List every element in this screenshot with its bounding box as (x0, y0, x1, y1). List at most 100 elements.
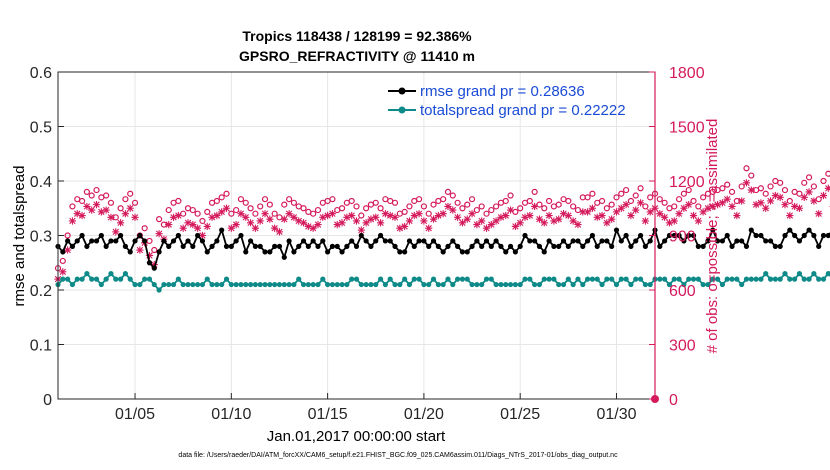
obs-assimilated-point (222, 204, 231, 212)
spread-point (657, 276, 663, 282)
obs-possible-point (526, 197, 533, 205)
rmse-point (503, 249, 509, 255)
obs-assimilated-point (824, 184, 830, 192)
obs-possible-point (565, 197, 572, 205)
obs-assimilated-point (251, 224, 259, 232)
obs-possible-point (748, 172, 755, 179)
obs-possible-point (613, 194, 620, 201)
obs-assimilated-point (304, 222, 312, 231)
rmse-point (69, 243, 76, 249)
obs-assimilated-point (381, 210, 389, 218)
obs-assimilated-point (762, 204, 770, 212)
obs-assimilated-point (88, 206, 96, 214)
spread-point (411, 276, 417, 282)
obs-assimilated-point (275, 228, 284, 236)
obs-assimilated-point (627, 211, 635, 220)
obs-possible-point (767, 183, 774, 190)
x-tick-label: 01/25 (500, 406, 540, 423)
spread-point (108, 271, 114, 277)
obs-possible-point (695, 203, 702, 210)
spread-point (315, 281, 321, 288)
spread-point (483, 276, 490, 282)
rmse-point (247, 238, 254, 244)
rmse-point (435, 243, 441, 249)
spread-point (613, 281, 620, 288)
obs-assimilated-point (319, 213, 327, 221)
rmse-point (334, 243, 340, 249)
rmse-point (440, 249, 446, 255)
obs-assimilated-point (463, 215, 471, 223)
obs-assimilated-point (810, 197, 818, 205)
y-right-tick-label: 1500 (669, 120, 705, 137)
spread-point (647, 281, 653, 288)
spread-point (195, 281, 201, 288)
spread-point (180, 281, 186, 288)
obs-assimilated-point (242, 213, 250, 221)
spread-point (349, 276, 355, 282)
obs-assimilated-point (699, 208, 707, 216)
obs-possible-point (69, 203, 76, 210)
y-left-tick-label: 0 (43, 392, 52, 409)
data-file-footer: data file: /Users/raeder/DAI/ATM_forcXX/… (178, 452, 618, 459)
obs-assimilated-point (468, 210, 476, 218)
rmse-point (397, 249, 403, 255)
obs-assimilated-point (709, 202, 717, 211)
obs-assimilated-point (776, 193, 784, 201)
obs-possible-point (440, 196, 447, 203)
spread-point (517, 281, 523, 288)
obs-possible-point (310, 210, 317, 217)
obs-possible-point (623, 186, 630, 194)
spread-point (551, 276, 557, 282)
spread-point (560, 281, 567, 288)
obs-possible-point (93, 186, 100, 194)
rmse-point (373, 238, 379, 244)
spread-point (142, 276, 148, 282)
obs-possible-point (377, 205, 384, 212)
spread-point (233, 281, 239, 288)
spread-point (98, 281, 104, 288)
rmse-point (695, 243, 701, 249)
spread-point (690, 276, 697, 282)
rmse-point (763, 238, 769, 244)
rmse-point (493, 238, 499, 244)
spread-point (758, 276, 764, 282)
spread-point (695, 276, 701, 282)
rmse-point (546, 238, 552, 244)
rmse-point (358, 232, 364, 239)
y-left-tick-label: 0.3 (30, 229, 52, 246)
obs-possible-point (796, 190, 803, 197)
y-left-tick-label: 0.6 (30, 65, 52, 82)
obs-assimilated-point (656, 210, 664, 218)
spread-point (132, 281, 138, 288)
spread-point (243, 281, 249, 288)
obs-assimilated-point (73, 210, 81, 218)
obs-possible-point (156, 216, 163, 223)
spread-point (440, 281, 446, 288)
rmse-point (714, 238, 721, 244)
obs-possible-point (531, 188, 538, 195)
obs-assimilated-point (213, 211, 221, 220)
obs-assimilated-point (126, 204, 134, 212)
obs-assimilated-point (203, 222, 211, 231)
rmse-point (209, 243, 215, 249)
obs-assimilated-point (526, 211, 534, 220)
rmse-point (816, 243, 822, 249)
obs-possible-point (151, 246, 158, 254)
rmse-point (811, 232, 817, 239)
rmse-point (146, 260, 153, 266)
rmse-point (421, 238, 427, 244)
obs-possible-point (700, 194, 707, 201)
obs-possible-point (608, 201, 615, 208)
spread-point (185, 281, 191, 288)
obs-possible-point (444, 188, 452, 195)
obs-assimilated-point (632, 206, 640, 214)
obs-assimilated-point (478, 217, 486, 225)
obs-possible-point (281, 201, 288, 208)
obs-possible-point (78, 197, 86, 205)
spread-point (199, 281, 206, 288)
rmse-point (368, 243, 374, 249)
obs-assimilated-point (376, 219, 385, 227)
obs-possible-point (107, 199, 115, 206)
rmse-point (710, 227, 716, 233)
rmse-point (199, 238, 206, 244)
